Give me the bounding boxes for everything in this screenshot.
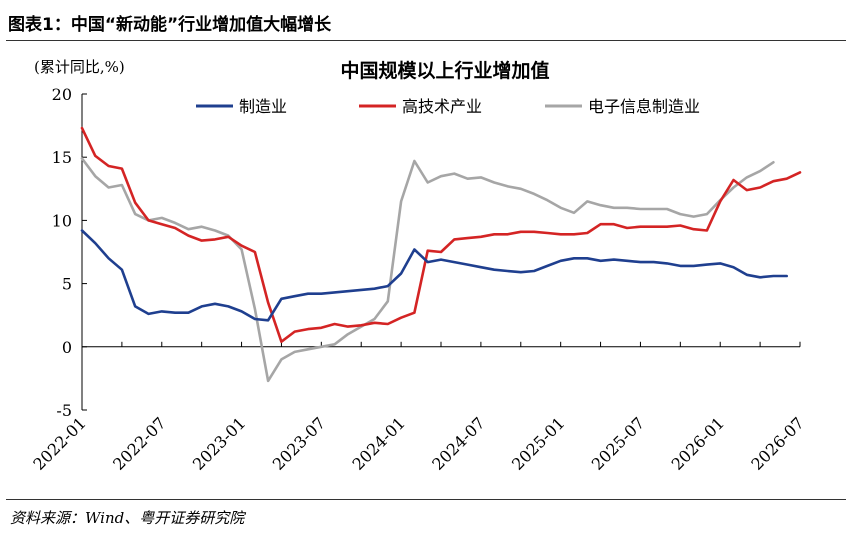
legend-label: 高技术产业 xyxy=(402,97,482,116)
x-tick-label: 2024-01 xyxy=(348,413,408,473)
series-line xyxy=(80,229,788,322)
x-tick-label: 2022-01 xyxy=(29,413,89,473)
y-axis-label: (累计同比,%) xyxy=(34,58,125,76)
legend-label: 电子信息制造业 xyxy=(588,97,700,116)
legend: 制造业 高技术产业 电子信息制造业 xyxy=(196,97,700,116)
figure-title: 图表1：中国“新动能”行业增加值大幅增长 xyxy=(8,15,332,35)
x-tick-label: 2023-07 xyxy=(269,413,329,473)
axes: -5 0 5 10 15 20 2022-01 2022-07 2023-01 2023-07 20… xyxy=(29,85,807,474)
y-tick-label: 15 xyxy=(52,148,72,167)
bottom-rule xyxy=(6,499,846,500)
x-tick-label: 2025-01 xyxy=(508,413,568,473)
y-tick-label: 5 xyxy=(62,275,72,294)
source-note: 资料来源：Wind、粤开证券研究院 xyxy=(10,509,245,527)
y-tick-label: -5 xyxy=(56,401,72,420)
series-layer xyxy=(80,126,802,383)
legend-label: 制造业 xyxy=(239,97,287,116)
series-line xyxy=(80,126,802,343)
x-tick-label: 2025-07 xyxy=(588,413,648,473)
y-tick-label: 10 xyxy=(52,211,72,230)
chart-title: 中国规模以上行业增加值 xyxy=(340,59,549,82)
x-tick-label: 2024-07 xyxy=(428,413,488,473)
y-tick-label: 0 xyxy=(62,338,72,357)
x-tick-label: 2026-07 xyxy=(747,413,807,473)
series-line xyxy=(80,157,775,383)
x-tick-label: 2023-01 xyxy=(189,413,249,473)
y-tick-label: 20 xyxy=(52,85,72,104)
x-tick-label: 2026-01 xyxy=(668,413,728,473)
line-chart: 中国规模以上行业增加值 (累计同比,%) -5 0 5 10 15 20 2022-01 20… xyxy=(29,58,807,474)
top-rule xyxy=(6,40,846,41)
x-tick-label: 2022-07 xyxy=(109,413,169,473)
